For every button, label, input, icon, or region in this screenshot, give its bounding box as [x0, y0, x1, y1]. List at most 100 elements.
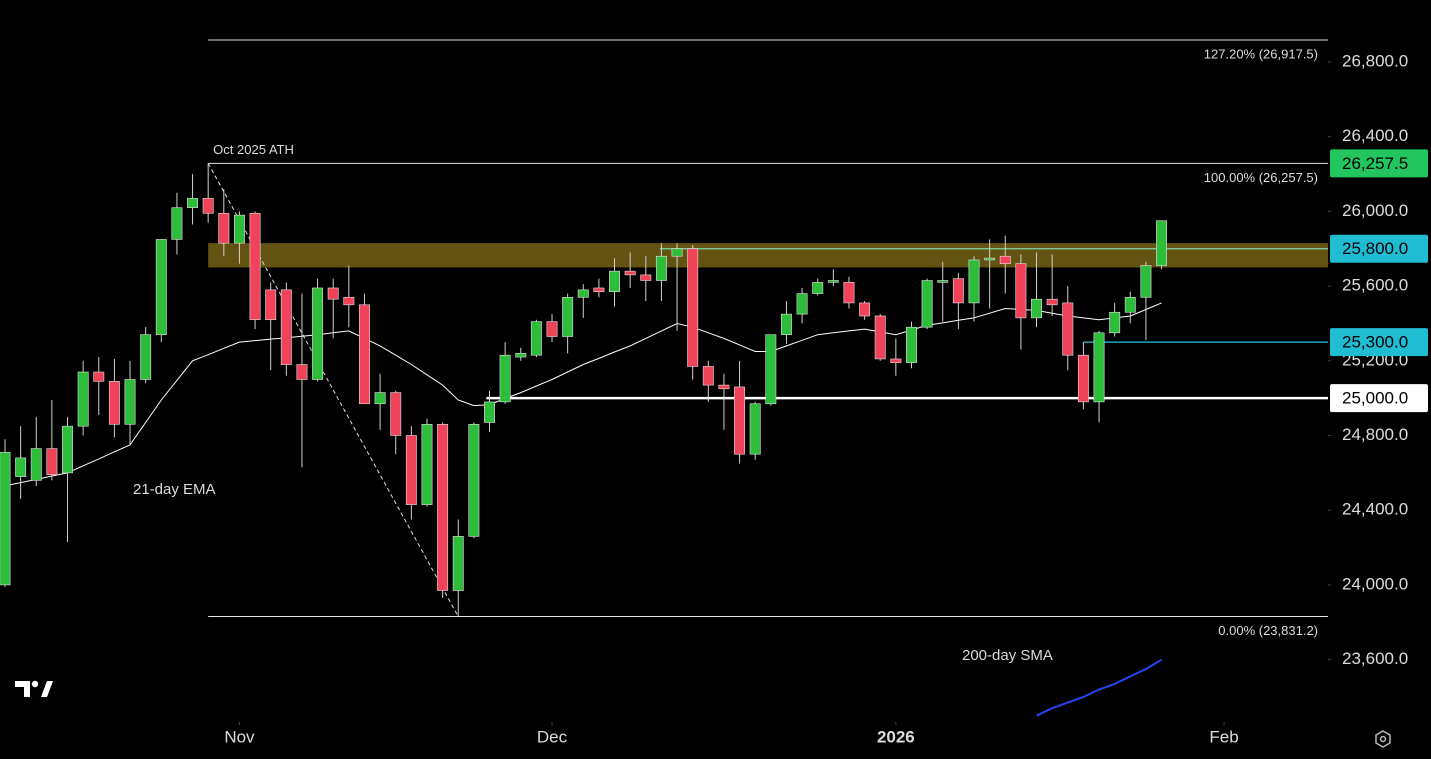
candle-body [499, 354, 511, 403]
candle-body [30, 448, 42, 481]
fib-trendline [207, 163, 459, 617]
candle-body [1031, 298, 1042, 319]
candle-body [405, 435, 417, 505]
candle-body [546, 321, 558, 337]
candle-body [1093, 332, 1105, 403]
candle-body [780, 313, 792, 335]
candle-body [812, 282, 824, 294]
candle-body [280, 289, 292, 365]
indicator-label: 200-day SMA [962, 647, 1053, 664]
candle-body [937, 280, 949, 283]
candle-body [671, 248, 683, 257]
candle-body [655, 255, 667, 281]
candle-body [374, 392, 386, 405]
settings-dot[interactable] [1379, 735, 1387, 743]
annotation: Oct 2025 ATH [213, 142, 294, 157]
candle-body [312, 287, 324, 380]
candle-body [999, 255, 1011, 264]
candle-body [155, 239, 167, 335]
candle-body [734, 386, 746, 455]
candle-body [1046, 298, 1058, 306]
price-label-box [1330, 384, 1428, 413]
candle-body [171, 207, 183, 240]
candle-body [1124, 297, 1136, 313]
candle-body [484, 401, 495, 423]
candle-body [1077, 354, 1089, 403]
resistance-zone [208, 243, 1328, 268]
candle-body [421, 424, 433, 505]
candle-body [202, 198, 214, 214]
indicator-label: 21-day EMA [133, 481, 216, 498]
candle-body [968, 259, 980, 304]
candle-body [343, 297, 355, 306]
indicator-line [1036, 658, 1163, 717]
candle-body [890, 358, 902, 363]
candle-body [718, 384, 730, 390]
candle-body [515, 353, 527, 358]
candle-body [187, 198, 199, 208]
logo-part [31, 680, 39, 688]
candle-body [609, 270, 620, 293]
candle-body [265, 289, 277, 321]
candle-body [296, 364, 308, 380]
candle-body [1109, 311, 1121, 334]
price-label-box [1330, 234, 1428, 263]
candle-body [593, 287, 605, 293]
candle-body [530, 321, 542, 356]
price-label-box [1330, 328, 1428, 357]
y-tick-label: 26,800.0 [1342, 51, 1408, 70]
candle-body [921, 280, 933, 328]
x-tick-label: Nov [224, 727, 255, 746]
candle-body [765, 334, 777, 405]
logo [15, 680, 53, 697]
candle-body [577, 289, 589, 298]
price-label-box [1330, 149, 1428, 178]
candle-body [827, 280, 839, 283]
candle-body [77, 371, 89, 427]
y-tick-label: 24,800.0 [1342, 425, 1408, 444]
fib-label: 100.00% (26,257.5) [1204, 170, 1318, 185]
candle-body [952, 278, 964, 304]
fib-label: 0.00% (23,831.2) [1218, 623, 1318, 638]
candle-body [0, 452, 11, 586]
candle-body [108, 381, 120, 425]
candle-body [327, 287, 339, 300]
candle-body [218, 212, 230, 244]
logo-part [15, 681, 30, 697]
y-tick-label: 25,600.0 [1342, 276, 1408, 295]
settings-icon[interactable] [1375, 730, 1391, 748]
candle-body [140, 334, 152, 380]
price-label: 25,800.0 [1342, 239, 1408, 258]
x-tick-label: Dec [537, 727, 568, 746]
candle-body [906, 326, 917, 363]
candle-body [796, 293, 808, 315]
candle-body [249, 212, 261, 321]
settings-hex[interactable] [1375, 730, 1391, 748]
candle-body [46, 448, 58, 476]
price-label: 25,300.0 [1342, 333, 1408, 352]
candle-body [687, 248, 699, 367]
candle-body [843, 282, 855, 304]
y-tick-label: 26,000.0 [1342, 201, 1408, 220]
price-label: 26,257.5 [1342, 154, 1408, 173]
y-tick-label: 24,400.0 [1342, 500, 1408, 519]
logo-part [41, 681, 53, 697]
candle-body [233, 214, 245, 244]
candle-body [624, 270, 636, 276]
y-tick-label: 26,400.0 [1342, 126, 1408, 145]
candle-body [93, 371, 105, 382]
candle-body [640, 274, 652, 281]
x-tick-label: Feb [1209, 727, 1238, 746]
candle-body [859, 302, 871, 317]
candle-body [15, 457, 27, 477]
candle-body [452, 536, 464, 591]
candle-body [437, 424, 449, 591]
y-tick-label: 23,600.0 [1342, 649, 1408, 668]
candle-body [468, 424, 480, 537]
candle-body [359, 304, 370, 405]
candle-body [124, 379, 136, 425]
price-label: 25,000.0 [1342, 389, 1408, 408]
candle-body [749, 403, 761, 455]
